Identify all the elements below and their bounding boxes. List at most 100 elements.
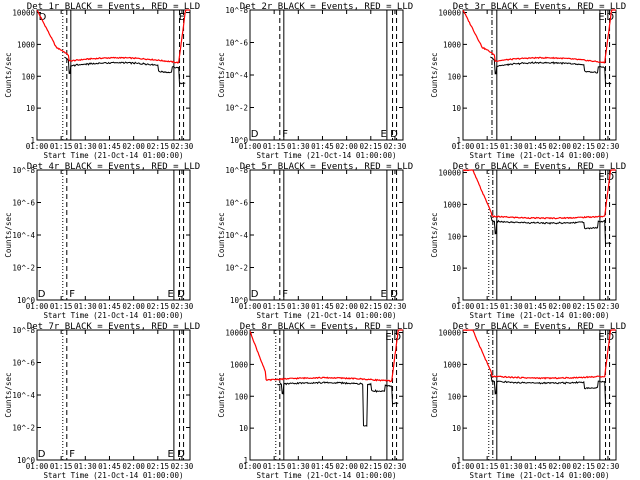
x-tick-label: 01:30 xyxy=(74,462,97,471)
y-tick-label: 10^-2 xyxy=(225,104,248,113)
y-tick-label: 10 xyxy=(452,424,462,433)
y-tick-label: 1 xyxy=(30,136,35,145)
y-axis-label: Counts/sec xyxy=(430,212,439,257)
y-tick-label: 10^-2 xyxy=(225,264,248,273)
event-marker-D: D xyxy=(177,289,185,300)
series-lld xyxy=(462,329,616,380)
x-tick-label: 02:15 xyxy=(360,142,383,151)
y-tick-label: 10^-6 xyxy=(12,359,35,368)
x-tick-label: 01:15 xyxy=(263,462,286,471)
plot-frame xyxy=(462,169,617,301)
event-marker-F: F xyxy=(282,289,288,300)
y-tick-label: 10 xyxy=(452,104,462,113)
x-tick-label: 02:15 xyxy=(573,142,596,151)
x-tick-label: 01:45 xyxy=(524,142,547,151)
y-axis-label: Counts/sec xyxy=(217,372,226,417)
x-tick-label: 01:30 xyxy=(500,142,523,151)
x-tick-label: 01:00 xyxy=(452,302,475,311)
plot-frame xyxy=(36,9,191,141)
y-tick-label: 10^-4 xyxy=(225,71,248,80)
y-tick-label: 100 xyxy=(447,72,461,81)
x-tick-label: 01:15 xyxy=(476,302,499,311)
event-marker-D: D xyxy=(39,12,47,23)
x-tick-label: 01:15 xyxy=(50,462,73,471)
x-tick-label: 02:30 xyxy=(171,462,194,471)
y-tick-label: 10 xyxy=(239,424,249,433)
x-tick-label: 02:00 xyxy=(548,462,571,471)
x-tick-label: 02:00 xyxy=(122,462,145,471)
x-axis-label: Start Time (21-Oct-14 01:00:00) xyxy=(257,151,397,160)
event-marker-D: D xyxy=(390,289,398,300)
y-tick-label: 1000 xyxy=(230,360,249,369)
x-tick-label: 02:00 xyxy=(335,142,358,151)
x-tick-label: 01:45 xyxy=(311,302,334,311)
y-tick-label: 10^-8 xyxy=(225,6,248,15)
y-axis-label: Counts/sec xyxy=(217,212,226,257)
x-tick-label: 02:15 xyxy=(360,462,383,471)
x-tick-label: 01:45 xyxy=(98,462,121,471)
series-lld xyxy=(36,9,190,64)
event-marker-E: E xyxy=(380,129,386,140)
x-tick-label: 02:30 xyxy=(171,302,194,311)
panel-title: Det 8r BLACK = Events, RED = LLD xyxy=(240,322,413,332)
event-marker-E: E xyxy=(598,332,604,343)
y-tick-label: 10000 xyxy=(438,9,461,18)
y-axis-label: Counts/sec xyxy=(4,212,13,257)
event-marker-F: F xyxy=(282,129,288,140)
event-marker-F: F xyxy=(69,449,75,460)
x-tick-label: 02:00 xyxy=(122,302,145,311)
event-marker-E: E xyxy=(167,449,173,460)
x-tick-label: 02:30 xyxy=(384,462,407,471)
x-tick-label: 01:45 xyxy=(311,462,334,471)
y-tick-label: 10^-4 xyxy=(225,231,248,240)
x-tick-label: 01:30 xyxy=(74,302,97,311)
event-marker-D: D xyxy=(38,289,46,300)
event-marker-D: D xyxy=(38,449,46,460)
x-tick-label: 02:30 xyxy=(171,142,194,151)
y-tick-label: 10^-4 xyxy=(12,391,35,400)
series-events xyxy=(64,56,186,85)
x-tick-label: 02:15 xyxy=(573,302,596,311)
x-tick-label: 01:00 xyxy=(239,462,262,471)
x-tick-label: 01:15 xyxy=(50,302,73,311)
y-tick-label: 10^0 xyxy=(230,296,249,305)
y-tick-label: 100 xyxy=(21,72,35,81)
y-tick-label: 10 xyxy=(452,264,462,273)
x-tick-label: 01:00 xyxy=(26,462,49,471)
x-tick-label: 01:00 xyxy=(239,142,262,151)
x-tick-label: 02:30 xyxy=(597,142,620,151)
x-tick-label: 02:15 xyxy=(147,462,170,471)
x-tick-label: 01:30 xyxy=(287,142,310,151)
x-tick-label: 01:00 xyxy=(26,302,49,311)
series-events xyxy=(277,381,399,427)
y-tick-label: 10^-2 xyxy=(12,424,35,433)
x-tick-label: 01:30 xyxy=(500,302,523,311)
y-tick-label: 10000 xyxy=(225,329,248,338)
y-tick-label: 10^-8 xyxy=(225,166,248,175)
x-tick-label: 01:30 xyxy=(74,142,97,151)
series-events xyxy=(489,374,612,405)
y-tick-label: 10^-8 xyxy=(12,166,35,175)
panel-title: Det 4r BLACK = Events, RED = LLD xyxy=(27,162,200,172)
x-axis-label: Start Time (21-Oct-14 01:00:00) xyxy=(257,471,397,480)
y-tick-label: 1000 xyxy=(443,40,462,49)
panel-title: Det 6r BLACK = Events, RED = LLD xyxy=(453,162,626,172)
series-events xyxy=(490,56,612,85)
y-tick-label: 1000 xyxy=(443,360,462,369)
x-tick-label: 01:00 xyxy=(452,462,475,471)
x-tick-label: 01:15 xyxy=(476,142,499,151)
x-tick-label: 02:00 xyxy=(548,142,571,151)
event-marker-E: E xyxy=(179,12,185,23)
y-tick-label: 100 xyxy=(447,232,461,241)
x-tick-label: 02:15 xyxy=(147,142,170,151)
x-tick-label: 02:00 xyxy=(335,302,358,311)
y-tick-label: 10000 xyxy=(12,9,35,18)
plot-frame xyxy=(36,329,191,461)
y-tick-label: 10^-6 xyxy=(225,39,248,48)
event-marker-D: D xyxy=(177,449,185,460)
